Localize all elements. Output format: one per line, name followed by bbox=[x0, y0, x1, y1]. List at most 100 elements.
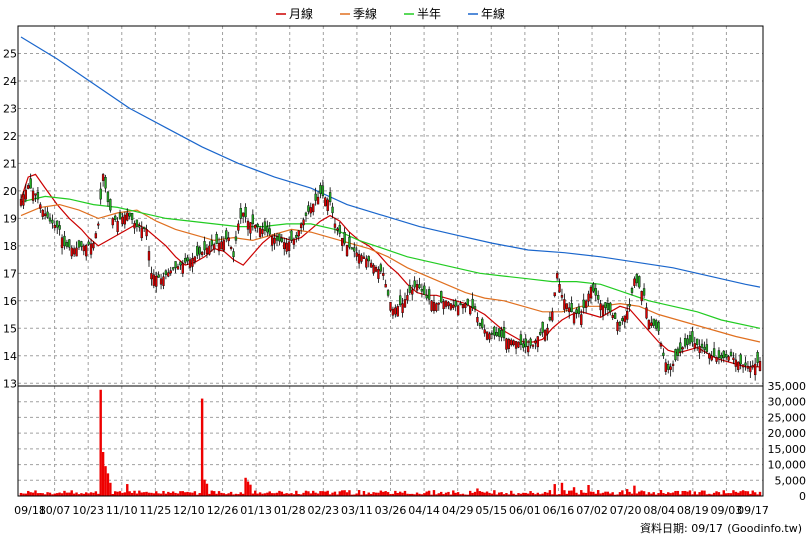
candle-body bbox=[316, 196, 320, 205]
volume-bar bbox=[340, 490, 344, 496]
candle-body bbox=[145, 229, 148, 237]
volume-bar bbox=[423, 493, 426, 496]
candle-body bbox=[324, 197, 327, 207]
volume-bar bbox=[232, 494, 235, 496]
volume-bar bbox=[237, 494, 240, 496]
candle-body bbox=[613, 313, 617, 319]
candle-body bbox=[536, 336, 539, 348]
volume-tick-label: 15,000 bbox=[768, 443, 807, 456]
candle-body bbox=[461, 304, 465, 309]
date-tick-label: 09/03 bbox=[711, 504, 743, 517]
volume-bar bbox=[618, 492, 622, 496]
candle-body bbox=[152, 274, 155, 286]
candle-body bbox=[712, 348, 716, 357]
volume-bar bbox=[599, 493, 602, 496]
volume-bar bbox=[227, 493, 230, 496]
volume-bar bbox=[394, 490, 397, 496]
candle-body bbox=[239, 208, 242, 219]
date-tick-label: 04/29 bbox=[442, 504, 474, 517]
volume-bar bbox=[662, 493, 665, 496]
candle-body bbox=[31, 190, 35, 201]
volume-bar bbox=[159, 493, 163, 496]
price-tick-label: 15 bbox=[3, 322, 17, 335]
candle-body bbox=[242, 212, 245, 217]
price-tick-label: 13 bbox=[3, 377, 17, 390]
candle-body bbox=[126, 212, 129, 221]
candlesticks bbox=[19, 173, 762, 381]
candle-body bbox=[357, 253, 361, 264]
candle-body bbox=[681, 347, 684, 350]
volume-bar bbox=[732, 490, 735, 496]
volume-bar bbox=[669, 493, 672, 496]
candle-body bbox=[266, 226, 269, 233]
candle-body bbox=[374, 266, 378, 272]
candle-body bbox=[75, 247, 78, 257]
price-tick-label: 17 bbox=[3, 267, 17, 280]
candle-body bbox=[534, 340, 537, 344]
volume-bar bbox=[145, 491, 148, 496]
volume-panel-frame bbox=[17, 385, 764, 497]
candle-body bbox=[268, 228, 271, 235]
candle-body bbox=[116, 220, 119, 232]
volume-bar bbox=[613, 494, 617, 496]
volume-bar bbox=[309, 493, 313, 496]
candle-body bbox=[440, 291, 443, 303]
volume-bar bbox=[739, 491, 742, 496]
candle-body bbox=[246, 220, 250, 230]
candle-body bbox=[343, 232, 346, 244]
candle-body bbox=[234, 236, 238, 241]
volume-bar bbox=[724, 493, 728, 496]
candle-body bbox=[270, 236, 274, 246]
volume-bar bbox=[43, 494, 47, 496]
volume-bar bbox=[485, 491, 489, 496]
volume-bar bbox=[435, 494, 438, 496]
candle-body bbox=[326, 199, 329, 211]
volume-bar bbox=[468, 490, 472, 496]
volume-bar bbox=[621, 490, 624, 496]
volume-bar bbox=[596, 490, 600, 496]
date-tick-label: 12/26 bbox=[207, 504, 239, 517]
candle-body bbox=[130, 213, 134, 220]
candle-body bbox=[229, 247, 233, 249]
candle-body bbox=[708, 353, 711, 359]
volume-bar bbox=[22, 493, 25, 496]
volume-bar bbox=[720, 494, 723, 496]
candle-body bbox=[505, 338, 508, 350]
volume-bar bbox=[698, 492, 701, 496]
candle-body bbox=[737, 361, 740, 370]
volume-bar bbox=[374, 492, 378, 496]
volume-bar bbox=[72, 493, 76, 496]
volume-bar bbox=[87, 493, 90, 496]
candle-body bbox=[60, 237, 64, 249]
volume-bar bbox=[304, 490, 308, 496]
candle-body bbox=[384, 284, 387, 288]
volume-bar bbox=[116, 491, 119, 496]
date-tick-label: 07/02 bbox=[576, 504, 608, 517]
date-tick-label: 12/10 bbox=[173, 504, 205, 517]
candle-body bbox=[575, 309, 578, 314]
volume-bar bbox=[382, 491, 385, 496]
date-tick-label: 01/13 bbox=[240, 504, 272, 517]
volume-bar bbox=[454, 492, 457, 496]
volume-bar bbox=[82, 493, 85, 496]
candle-body bbox=[454, 300, 457, 307]
volume-bar bbox=[229, 491, 233, 496]
legend-item: 半年 bbox=[417, 7, 441, 21]
volume-bar bbox=[688, 490, 692, 496]
candle-body bbox=[459, 303, 462, 306]
volume-bar bbox=[616, 494, 619, 496]
candle-body bbox=[72, 248, 76, 255]
candle-body bbox=[543, 330, 547, 341]
candle-body bbox=[29, 178, 32, 189]
candle-body bbox=[133, 222, 136, 229]
candle-body bbox=[89, 243, 93, 255]
volume-bar bbox=[676, 490, 680, 496]
candle-body bbox=[27, 185, 30, 189]
volume-bar bbox=[679, 494, 682, 496]
volume-bar bbox=[638, 491, 641, 496]
candle-body bbox=[65, 242, 69, 247]
candle-body bbox=[203, 241, 206, 251]
volume-bar bbox=[551, 494, 554, 496]
candle-body bbox=[290, 230, 293, 241]
